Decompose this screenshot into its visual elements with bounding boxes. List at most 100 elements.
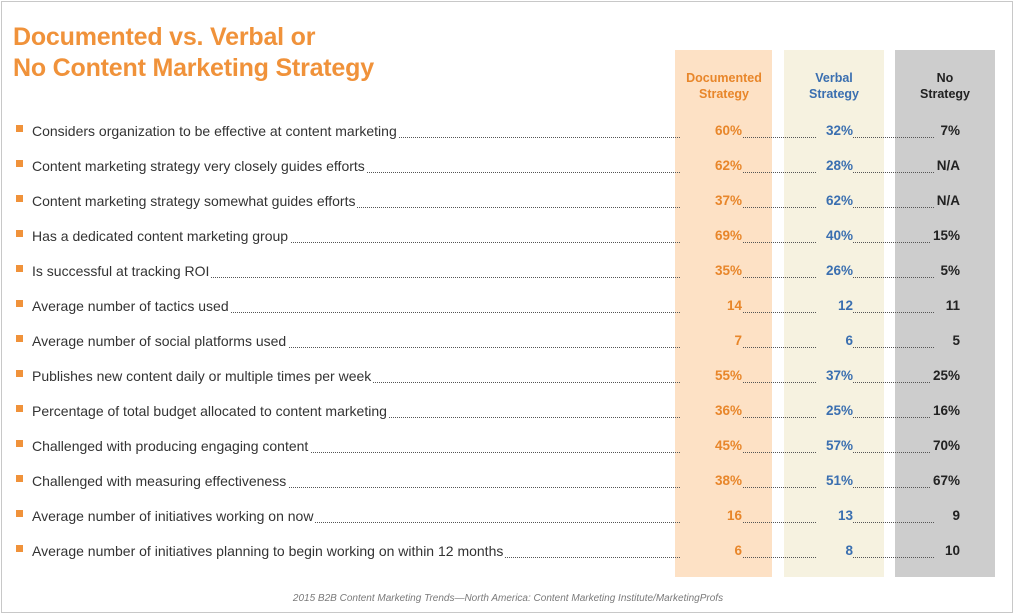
verbal-value: 37% bbox=[823, 367, 853, 385]
chart-title-line-1: Documented vs. Verbal or bbox=[13, 23, 316, 51]
table-row: Challenged with producing engaging conte… bbox=[0, 428, 1016, 463]
bullet-square-icon bbox=[16, 230, 23, 237]
table-row: Challenged with measuring effectiveness 3… bbox=[0, 463, 1016, 498]
table-row: Considers organization to be effective a… bbox=[0, 113, 1016, 148]
row-label: Average number of initiatives planning t… bbox=[32, 542, 506, 560]
dotted-leader bbox=[740, 277, 816, 278]
dotted-leader bbox=[740, 522, 816, 523]
documented-value: 36% bbox=[712, 402, 742, 420]
dotted-leader bbox=[740, 207, 816, 208]
dotted-leader bbox=[740, 557, 816, 558]
documented-value: 60% bbox=[712, 122, 742, 140]
bullet-square-icon bbox=[16, 475, 23, 482]
dotted-leader bbox=[32, 347, 680, 348]
dotted-leader bbox=[852, 242, 934, 243]
bullet-square-icon bbox=[16, 440, 23, 447]
table-row: Average number of initiatives working on… bbox=[0, 498, 1016, 533]
no-strategy-column-header: No Strategy bbox=[895, 70, 995, 102]
verbal-value: 25% bbox=[823, 402, 853, 420]
dotted-leader bbox=[852, 347, 934, 348]
documented-value: 16 bbox=[724, 507, 742, 525]
table-row: Average number of tactics used 14 12 11 bbox=[0, 288, 1016, 323]
row-label: Average number of initiatives working on… bbox=[32, 507, 316, 525]
source-note: 2015 B2B Content Marketing Trends—North … bbox=[292, 593, 724, 604]
no-strategy-value: 10 bbox=[942, 542, 960, 560]
no-strategy-header-line-2: Strategy bbox=[919, 87, 971, 101]
dotted-leader bbox=[740, 137, 816, 138]
bullet-square-icon bbox=[16, 265, 23, 272]
verbal-value: 40% bbox=[823, 227, 853, 245]
bullet-square-icon bbox=[16, 370, 23, 377]
no-strategy-header-line-1: No bbox=[936, 71, 954, 85]
table-row: Publishes new content daily or multiple … bbox=[0, 358, 1016, 393]
documented-value: 38% bbox=[712, 472, 742, 490]
dotted-leader bbox=[852, 137, 934, 138]
documented-value: 69% bbox=[712, 227, 742, 245]
table-row: Average number of social platforms used 7… bbox=[0, 323, 1016, 358]
row-label: Content marketing strategy somewhat guid… bbox=[32, 192, 358, 210]
verbal-value: 51% bbox=[823, 472, 853, 490]
row-label: Content marketing strategy very closely … bbox=[32, 157, 367, 175]
no-strategy-value: 5 bbox=[950, 332, 960, 350]
documented-value: 62% bbox=[712, 157, 742, 175]
documented-header-line-2: Strategy bbox=[698, 87, 750, 101]
dotted-leader bbox=[740, 172, 816, 173]
dotted-leader bbox=[852, 172, 934, 173]
dotted-leader bbox=[852, 207, 934, 208]
row-label: Challenged with producing engaging conte… bbox=[32, 437, 311, 455]
bullet-square-icon bbox=[16, 510, 23, 517]
row-label: Is successful at tracking ROI bbox=[32, 262, 212, 280]
dotted-leader bbox=[32, 452, 680, 453]
no-strategy-value: 16% bbox=[930, 402, 960, 420]
dotted-leader bbox=[852, 312, 934, 313]
chart-title-line-2: No Content Marketing Strategy bbox=[13, 54, 374, 82]
dotted-leader bbox=[852, 417, 934, 418]
documented-column-header: Documented Strategy bbox=[674, 70, 774, 102]
verbal-value: 13 bbox=[835, 507, 853, 525]
bullet-square-icon bbox=[16, 195, 23, 202]
verbal-column-header: Verbal Strategy bbox=[784, 70, 884, 102]
row-label: Challenged with measuring effectiveness bbox=[32, 472, 289, 490]
dotted-leader bbox=[740, 382, 816, 383]
documented-header-line-1: Documented bbox=[686, 71, 762, 85]
no-strategy-value: N/A bbox=[934, 157, 960, 175]
table-row: Is successful at tracking ROI 35% 26% 5% bbox=[0, 253, 1016, 288]
row-label: Percentage of total budget allocated to … bbox=[32, 402, 389, 420]
documented-value: 7 bbox=[732, 332, 742, 350]
table-row: Has a dedicated content marketing group 6… bbox=[0, 218, 1016, 253]
bullet-square-icon bbox=[16, 125, 23, 132]
verbal-value: 32% bbox=[823, 122, 853, 140]
documented-value: 14 bbox=[724, 297, 742, 315]
verbal-value: 8 bbox=[843, 542, 853, 560]
documented-value: 45% bbox=[712, 437, 742, 455]
dotted-leader bbox=[740, 417, 816, 418]
table-row: Average number of initiatives planning t… bbox=[0, 533, 1016, 568]
dotted-leader bbox=[32, 312, 680, 313]
dotted-leader bbox=[740, 312, 816, 313]
verbal-value: 28% bbox=[823, 157, 853, 175]
row-label: Publishes new content daily or multiple … bbox=[32, 367, 374, 385]
bullet-square-icon bbox=[16, 335, 23, 342]
bullet-square-icon bbox=[16, 160, 23, 167]
dotted-leader bbox=[740, 242, 816, 243]
dotted-leader bbox=[852, 487, 934, 488]
row-label: Average number of tactics used bbox=[32, 297, 231, 315]
no-strategy-value: N/A bbox=[934, 192, 960, 210]
no-strategy-value: 7% bbox=[938, 122, 960, 140]
table-row: Content marketing strategy somewhat guid… bbox=[0, 183, 1016, 218]
verbal-value: 57% bbox=[823, 437, 853, 455]
bullet-square-icon bbox=[16, 300, 23, 307]
dotted-leader bbox=[852, 452, 934, 453]
verbal-header-line-2: Strategy bbox=[808, 87, 860, 101]
documented-value: 6 bbox=[732, 542, 742, 560]
bullet-square-icon bbox=[16, 405, 23, 412]
verbal-value: 62% bbox=[823, 192, 853, 210]
documented-value: 37% bbox=[712, 192, 742, 210]
documented-value: 35% bbox=[712, 262, 742, 280]
verbal-value: 12 bbox=[835, 297, 853, 315]
no-strategy-value: 5% bbox=[938, 262, 960, 280]
table-row: Percentage of total budget allocated to … bbox=[0, 393, 1016, 428]
dotted-leader bbox=[852, 277, 934, 278]
verbal-value: 6 bbox=[843, 332, 853, 350]
